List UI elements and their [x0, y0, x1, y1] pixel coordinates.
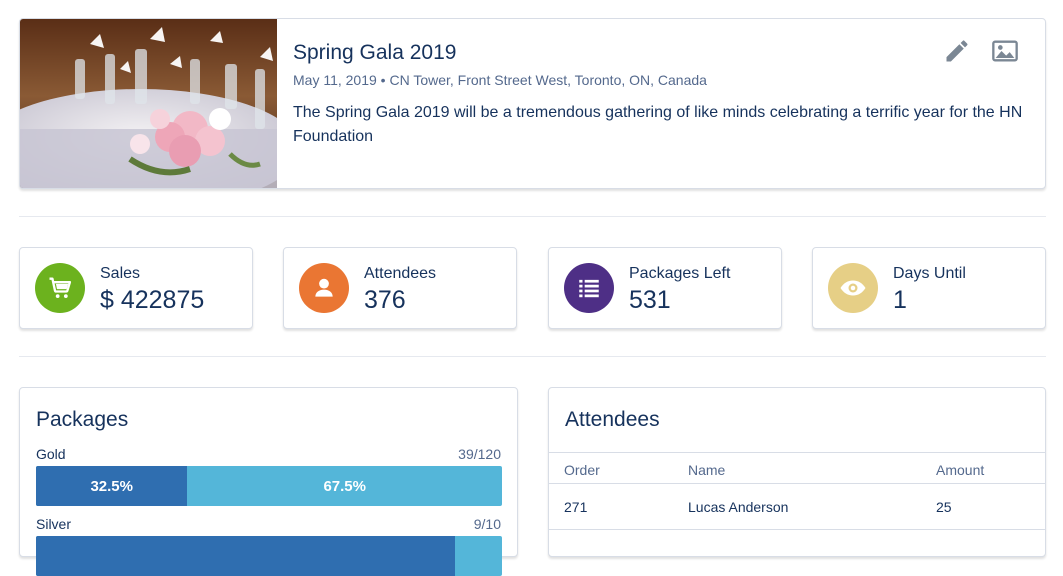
stat-label: Sales: [100, 265, 141, 282]
event-date-location: May 11, 2019 • CN Tower, Front Street We…: [293, 72, 707, 88]
attendees-title: Attendees: [565, 408, 660, 431]
table-row[interactable]: 271 Lucas Anderson 25: [549, 484, 1045, 530]
stat-label: Attendees: [364, 265, 437, 282]
divider: [19, 356, 1046, 357]
pencil-icon: [946, 40, 968, 62]
stat-value: 376: [364, 286, 406, 314]
stat-card-attendees: Attendees 376: [283, 247, 517, 329]
event-title: Spring Gala 2019: [293, 41, 457, 64]
package-name: Gold: [36, 446, 66, 462]
event-card: Spring Gala 2019 May 11, 2019 • CN Tower…: [19, 18, 1046, 189]
packages-panel: Packages Gold 39/120 32.5% 67.5% Silver …: [19, 387, 518, 576]
table-header: Order Name Amount: [549, 452, 1045, 484]
stat-card-days-until: Days Until 1: [812, 247, 1046, 329]
attendees-panel: Attendees Order Name Amount 271 Lucas An…: [548, 387, 1046, 557]
package-remaining-segment: [455, 536, 502, 576]
package-sold-segment: [36, 536, 456, 576]
column-header-amount[interactable]: Amount: [936, 462, 985, 478]
stat-label: Days Until: [893, 265, 966, 282]
cell-order: 271: [564, 499, 588, 515]
edit-button[interactable]: [943, 37, 971, 65]
package-progress-bar: [36, 536, 502, 576]
event-description: The Spring Gala 2019 will be a tremendou…: [293, 104, 1023, 145]
column-header-order[interactable]: Order: [564, 462, 600, 478]
stat-card-packages-left: Packages Left 531: [548, 247, 782, 329]
eye-icon: [828, 263, 878, 313]
package-sold-segment: 32.5%: [36, 466, 188, 506]
stat-value: 531: [629, 286, 671, 314]
change-image-button[interactable]: [991, 37, 1019, 65]
package-progress-bar: 32.5% 67.5%: [36, 466, 502, 506]
packages-title: Packages: [36, 408, 129, 431]
stat-card-sales: Sales $ 422875: [19, 247, 253, 329]
package-count: 39/120: [458, 446, 501, 462]
person-icon: [299, 263, 349, 313]
column-header-name[interactable]: Name: [688, 462, 726, 478]
cell-amount: 25: [936, 499, 952, 515]
event-photo: [20, 19, 277, 188]
stat-value: 1: [893, 286, 907, 314]
package-count: 9/10: [473, 516, 501, 532]
package-name: Silver: [36, 516, 72, 532]
cell-name: Lucas Anderson: [688, 499, 789, 515]
stat-value: $ 422875: [100, 286, 205, 314]
cart-icon: [35, 263, 85, 313]
divider: [19, 216, 1046, 217]
image-icon: [992, 40, 1018, 62]
package-remaining-segment: 67.5%: [323, 477, 366, 495]
list-icon: [564, 263, 614, 313]
stat-label: Packages Left: [629, 265, 731, 282]
